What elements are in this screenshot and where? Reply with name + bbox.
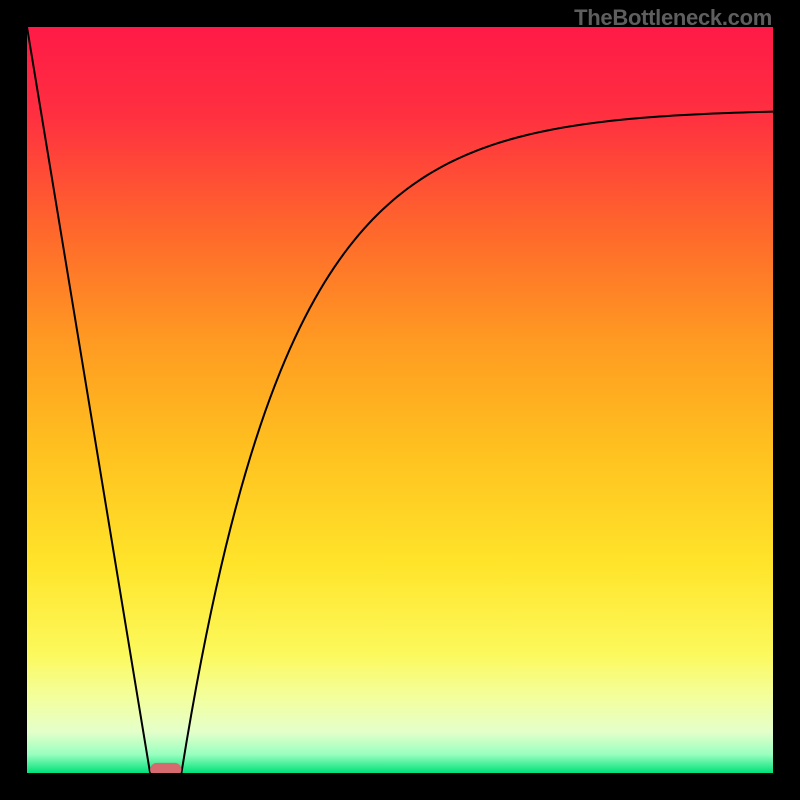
plot-area [27,27,773,773]
watermark-text: TheBottleneck.com [574,5,772,31]
gradient-background [27,27,773,773]
chart-frame: TheBottleneck.com [0,0,800,800]
bottleneck-marker [150,763,181,773]
chart-svg [27,27,773,773]
